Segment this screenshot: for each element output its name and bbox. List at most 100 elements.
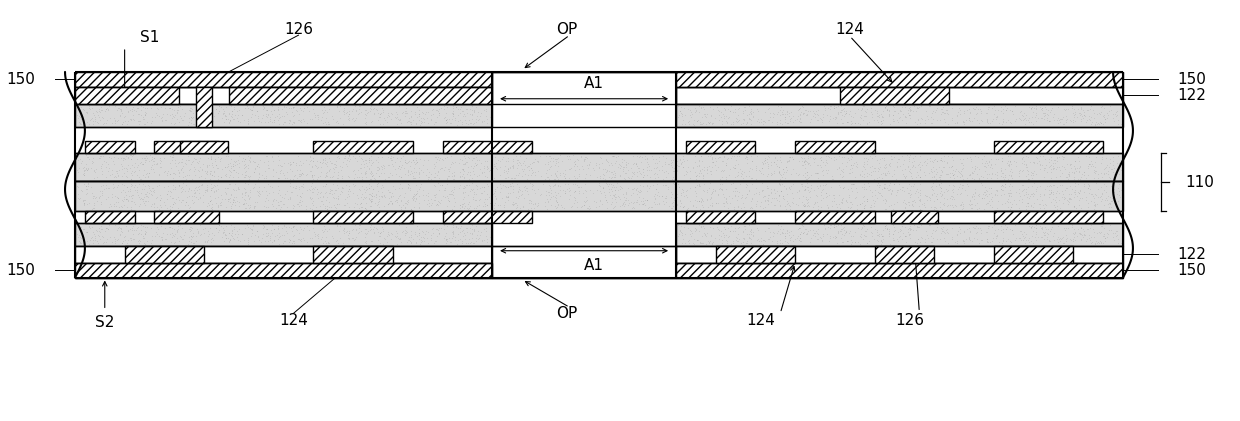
Point bbox=[1087, 111, 1107, 117]
Point bbox=[841, 161, 861, 168]
Point bbox=[408, 159, 428, 165]
Point bbox=[325, 195, 345, 202]
Point bbox=[982, 170, 1002, 177]
Point bbox=[513, 160, 533, 167]
Point bbox=[1076, 119, 1096, 125]
Point bbox=[303, 225, 322, 232]
Point bbox=[487, 166, 507, 173]
Point bbox=[1068, 225, 1087, 232]
Point bbox=[404, 191, 424, 197]
Point bbox=[945, 239, 965, 245]
Point bbox=[243, 169, 263, 176]
Point bbox=[739, 103, 759, 109]
Point bbox=[1066, 165, 1086, 172]
Point bbox=[983, 234, 1003, 241]
Point bbox=[596, 197, 616, 203]
Point bbox=[890, 226, 910, 232]
Point bbox=[409, 168, 429, 175]
Point bbox=[269, 230, 289, 237]
Point bbox=[823, 154, 843, 161]
Point bbox=[919, 103, 939, 109]
Point bbox=[339, 183, 358, 189]
Point bbox=[877, 103, 897, 109]
Point bbox=[97, 158, 117, 165]
Point bbox=[435, 185, 455, 192]
Point bbox=[698, 118, 718, 125]
Point bbox=[954, 237, 973, 244]
Point bbox=[188, 183, 208, 190]
Point bbox=[629, 168, 649, 175]
Point bbox=[934, 229, 954, 235]
Point bbox=[603, 184, 622, 191]
Point bbox=[316, 172, 336, 179]
Point bbox=[131, 195, 151, 201]
Point bbox=[1034, 173, 1054, 180]
Point bbox=[574, 158, 594, 165]
Point bbox=[172, 196, 192, 203]
Point bbox=[438, 197, 458, 204]
Point bbox=[119, 118, 139, 125]
Point bbox=[1014, 114, 1034, 121]
Point bbox=[667, 201, 687, 208]
Point bbox=[324, 168, 343, 175]
Point bbox=[219, 180, 239, 187]
Point bbox=[165, 106, 185, 113]
Point bbox=[362, 152, 382, 159]
Point bbox=[334, 228, 353, 234]
Point bbox=[281, 224, 301, 231]
Point bbox=[900, 222, 920, 229]
Point bbox=[217, 223, 237, 229]
Point bbox=[987, 174, 1007, 181]
Point bbox=[397, 109, 417, 116]
Point bbox=[992, 186, 1012, 193]
Point bbox=[319, 120, 339, 127]
Point bbox=[702, 154, 722, 160]
Point bbox=[879, 230, 899, 237]
Point bbox=[889, 115, 909, 122]
Point bbox=[1014, 121, 1034, 128]
Point bbox=[74, 181, 94, 188]
Point bbox=[1022, 224, 1042, 231]
Point bbox=[213, 230, 233, 237]
Point bbox=[206, 187, 226, 194]
Point bbox=[219, 195, 239, 202]
Point bbox=[794, 161, 813, 168]
Point bbox=[165, 226, 185, 232]
Point bbox=[688, 182, 708, 189]
Point bbox=[997, 105, 1017, 112]
Point bbox=[999, 157, 1019, 164]
Point bbox=[135, 240, 155, 247]
Point bbox=[1089, 240, 1109, 246]
Point bbox=[835, 113, 854, 120]
Point bbox=[428, 233, 448, 240]
Point bbox=[498, 157, 518, 164]
Point bbox=[197, 238, 217, 245]
Point bbox=[782, 232, 802, 238]
Text: 150: 150 bbox=[1178, 72, 1207, 87]
Point bbox=[319, 225, 339, 232]
Point bbox=[143, 185, 162, 192]
Point bbox=[112, 224, 131, 231]
Point bbox=[477, 163, 497, 170]
Point bbox=[527, 203, 547, 209]
Point bbox=[454, 111, 474, 117]
Point bbox=[780, 237, 800, 243]
Point bbox=[665, 165, 684, 172]
Point bbox=[1092, 156, 1112, 163]
Point bbox=[1054, 120, 1074, 127]
Point bbox=[813, 113, 833, 120]
Point bbox=[755, 119, 775, 125]
Point bbox=[942, 105, 962, 112]
Point bbox=[223, 198, 243, 205]
Point bbox=[476, 105, 496, 112]
Point bbox=[262, 119, 281, 126]
Point bbox=[461, 229, 481, 236]
Point bbox=[345, 181, 365, 188]
Point bbox=[434, 225, 454, 232]
Point bbox=[1017, 203, 1037, 209]
Point bbox=[73, 170, 93, 177]
Point bbox=[991, 168, 1011, 174]
Point bbox=[136, 152, 156, 159]
Point bbox=[879, 187, 899, 193]
Point bbox=[790, 115, 810, 122]
